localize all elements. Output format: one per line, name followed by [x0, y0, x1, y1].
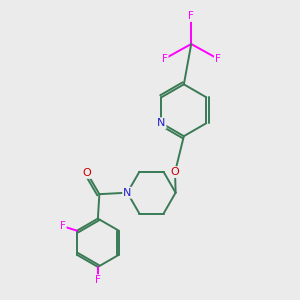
Text: F: F	[162, 54, 168, 64]
Text: N: N	[157, 118, 166, 128]
Text: F: F	[215, 54, 221, 64]
Text: N: N	[123, 188, 131, 198]
Text: F: F	[188, 11, 194, 21]
Text: F: F	[60, 221, 66, 231]
Text: F: F	[95, 275, 101, 285]
Text: O: O	[82, 168, 91, 178]
Text: O: O	[171, 167, 179, 177]
